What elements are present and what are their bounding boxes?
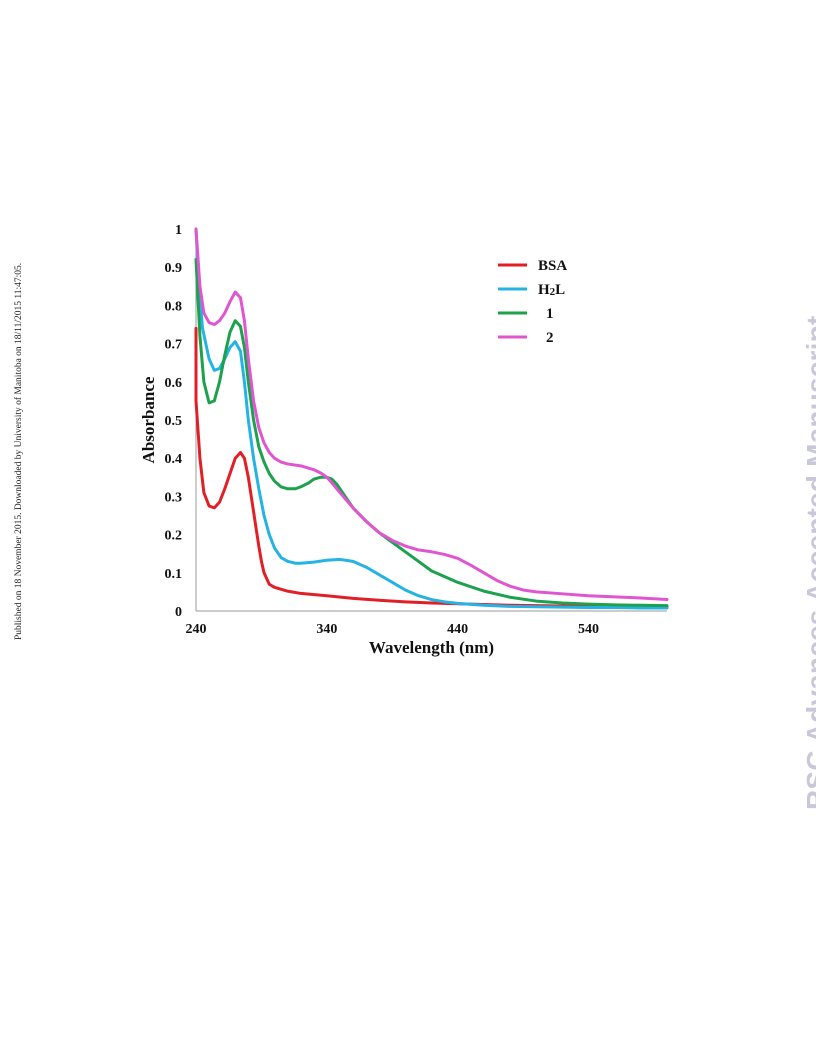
y-axis-ticks: 0 0.1 0.2 0.3 0.4 0.5 0.6 0.7 0.8 0.9 1 [165,223,183,620]
legend-label: BSA [538,258,567,274]
series-line-h2l [194,227,669,610]
y-tick-label: 0.9 [165,261,183,276]
y-tick-label: 0.8 [165,299,183,314]
y-tick-label: 1 [175,223,182,238]
series-layer [194,227,669,610]
y-tick-label: 0.1 [165,567,183,582]
legend-label: 2 [546,330,554,346]
x-axis-ticks: 240 340 440 540 [186,622,600,637]
y-tick-label: 0 [175,605,182,620]
x-axis-label: Wavelength (nm) [369,638,494,657]
axis-frame [195,229,667,612]
legend-label: 1 [546,306,554,322]
y-tick-label: 0.3 [165,490,183,505]
series-line-1 [194,258,669,608]
x-tick-label: 440 [447,622,468,637]
x-tick-label: 340 [316,622,337,637]
y-tick-label: 0.4 [165,452,183,467]
x-tick-label: 540 [578,622,599,637]
legend-label: H2L [538,282,565,298]
y-tick-label: 0.6 [165,376,183,391]
y-axis-label: Absorbance [139,376,158,463]
series-line-2 [194,227,669,602]
y-tick-label: 0.7 [165,338,183,353]
y-tick-label: 0.2 [165,529,183,544]
legend: BSA H2L 1 2 [498,258,567,346]
y-tick-label: 0.5 [165,414,183,429]
x-tick-label: 240 [186,622,207,637]
